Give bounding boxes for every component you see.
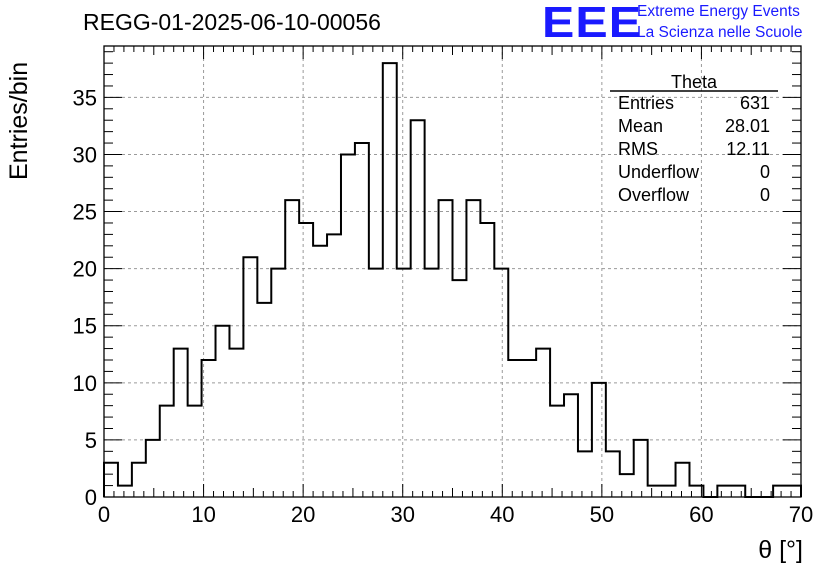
stats-row-entries: Entries 631 [618, 93, 770, 114]
y-tick-label: 5 [85, 428, 97, 453]
y-tick-label: 35 [73, 85, 97, 110]
logo-line-2: La Scienza nelle Scuole [637, 24, 803, 41]
stats-value: 12.11 [726, 139, 770, 159]
stats-row-rms: RMS 12.11 [618, 139, 770, 160]
x-axis-label: θ [°] [758, 536, 803, 564]
x-tick-label: 70 [789, 502, 813, 527]
stats-row-underflow: Underflow 0 [618, 162, 770, 183]
y-tick-label: 25 [73, 200, 97, 225]
stats-label: Mean [618, 116, 664, 136]
stats-label: Entries [618, 93, 675, 113]
stats-label: RMS [618, 139, 658, 159]
stats-value: 0 [759, 162, 770, 182]
chart-title: REGG-01-2025-06-10-00056 [83, 9, 381, 35]
x-tick-label: 40 [490, 502, 514, 527]
y-axis-label: Entries/bin [5, 61, 33, 180]
y-tick-label: 0 [85, 485, 97, 510]
logo-line-1: Extreme Energy Events [637, 3, 800, 20]
y-tick-label: 10 [73, 371, 97, 396]
y-tick-label: 20 [73, 257, 97, 282]
histogram-line [103, 62, 802, 498]
stats-value: 0 [759, 185, 770, 205]
x-tick-label: 50 [590, 502, 614, 527]
stats-value: 28.01 [724, 116, 770, 136]
stats-box-title: Theta [670, 72, 718, 92]
stats-label: Overflow [618, 185, 690, 205]
x-tick-label: 60 [689, 502, 713, 527]
x-tick-label: 30 [390, 502, 414, 527]
y-tick-label: 15 [73, 314, 97, 339]
y-tick-label: 30 [73, 142, 97, 167]
x-tick-label: 20 [291, 502, 315, 527]
x-tick-label: 0 [98, 502, 110, 527]
x-tick-label: 10 [191, 502, 215, 527]
eee-logo: EEE [542, 0, 643, 47]
stats-row-mean: Mean 28.01 [618, 116, 770, 137]
stats-row-overflow: Overflow 0 [618, 185, 770, 206]
stats-label: Underflow [618, 162, 700, 182]
stats-value: 631 [739, 93, 770, 113]
